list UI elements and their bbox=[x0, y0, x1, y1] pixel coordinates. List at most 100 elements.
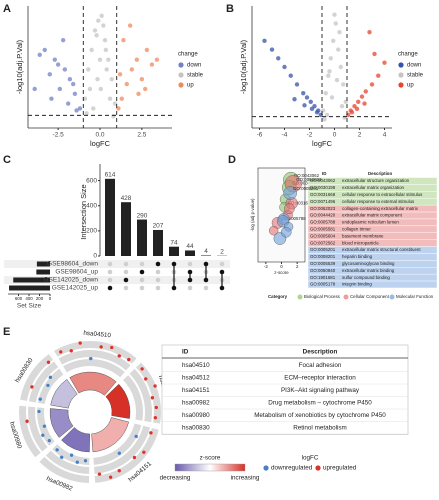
point bbox=[77, 106, 83, 111]
point bbox=[328, 56, 333, 61]
point bbox=[136, 91, 141, 97]
point bbox=[356, 99, 361, 105]
point bbox=[341, 82, 346, 87]
point bbox=[309, 106, 315, 112]
point bbox=[331, 38, 336, 44]
legend-swatch bbox=[398, 72, 404, 78]
bubble-label: GO:0005201 bbox=[293, 186, 319, 191]
legend-title: change bbox=[178, 52, 198, 58]
x-tick-label: 0.0 bbox=[95, 132, 104, 139]
point bbox=[102, 37, 108, 43]
table-cell: Focal adhesion bbox=[299, 362, 342, 369]
gene-dot bbox=[117, 353, 122, 359]
value-label: 290 bbox=[137, 212, 148, 219]
x-tick-label: 600 bbox=[15, 296, 23, 301]
point bbox=[308, 99, 313, 105]
track bbox=[39, 456, 90, 483]
matrix-dot bbox=[187, 261, 193, 267]
point bbox=[262, 38, 267, 44]
term-description: cellular response to external stimulus bbox=[342, 199, 415, 204]
term-id: GO:0072562 bbox=[310, 240, 336, 245]
point bbox=[332, 12, 337, 17]
gene-dot bbox=[154, 405, 159, 410]
gene-dot bbox=[48, 375, 53, 380]
matrix-stripe bbox=[4, 260, 230, 268]
point bbox=[367, 29, 372, 35]
term-description: extracellular matrix binding bbox=[342, 268, 395, 273]
value-label: 2 bbox=[220, 248, 224, 255]
zscore-sector bbox=[91, 417, 130, 453]
bubble bbox=[268, 225, 279, 236]
point bbox=[124, 81, 129, 87]
legend-swatch bbox=[343, 294, 349, 300]
x-tick-label: 400 bbox=[25, 296, 33, 301]
point bbox=[119, 96, 124, 101]
x-tick-label: -2.5 bbox=[53, 132, 65, 139]
x-tick-label: -4 bbox=[282, 132, 288, 139]
point bbox=[94, 33, 99, 38]
point bbox=[372, 51, 377, 57]
gene-dot bbox=[69, 348, 74, 353]
set-bar bbox=[13, 277, 50, 283]
point bbox=[276, 56, 281, 61]
point bbox=[37, 52, 42, 57]
legend-title: Category bbox=[268, 294, 288, 299]
point bbox=[49, 96, 54, 101]
x-axis-label: Set Size bbox=[17, 303, 42, 310]
term-description: integrin binding bbox=[342, 282, 372, 287]
term-id: GO:0005788 bbox=[310, 220, 336, 225]
set-name: GSE98604_up bbox=[55, 269, 98, 276]
point bbox=[116, 106, 121, 111]
table-cell: PI3K–Akt signaling pathway bbox=[281, 387, 360, 394]
term-description: basement membrane bbox=[342, 233, 384, 238]
term-description: glycosaminoglycan binding bbox=[342, 261, 395, 266]
legend-swatch bbox=[178, 82, 184, 88]
point bbox=[52, 57, 57, 62]
x-tick-label: -2 bbox=[264, 264, 268, 269]
point bbox=[323, 90, 328, 96]
term-description: blood microparticle bbox=[342, 240, 379, 245]
track bbox=[94, 425, 151, 474]
table-cell: hsa00982 bbox=[182, 400, 210, 407]
set-bar bbox=[9, 285, 51, 291]
matrix-dot bbox=[139, 285, 145, 291]
y-axis-label: -log (adj p-value) bbox=[250, 198, 255, 231]
term-description: cellular response to extracellular stimu… bbox=[342, 192, 423, 197]
gene-dot bbox=[36, 409, 42, 414]
point bbox=[359, 94, 365, 99]
point bbox=[363, 89, 368, 94]
matrix-dot bbox=[203, 285, 209, 291]
bar bbox=[153, 229, 163, 256]
legend-swatch bbox=[263, 465, 269, 471]
point bbox=[57, 86, 63, 92]
table-row bbox=[307, 280, 438, 289]
table-cell: ECM–receptor interaction bbox=[284, 375, 356, 382]
set-name: GSE98604_down bbox=[47, 261, 98, 268]
point bbox=[338, 64, 343, 70]
point bbox=[103, 47, 109, 53]
gene-dot bbox=[59, 455, 64, 460]
term-description: collagen-containing extracellular matrix bbox=[342, 206, 419, 211]
point bbox=[32, 86, 37, 92]
point bbox=[86, 67, 91, 72]
bubble-label: GO:0030198 bbox=[292, 181, 318, 186]
zscore-sector bbox=[69, 371, 117, 396]
term-id: GO:0005178 bbox=[310, 282, 336, 287]
legend-label: down bbox=[407, 63, 421, 69]
term-id: GO:0062023 bbox=[310, 206, 336, 211]
table-cell: hsa00980 bbox=[182, 412, 210, 419]
legend-label: decreasing bbox=[160, 475, 191, 482]
point bbox=[97, 57, 103, 62]
legend-label: stable bbox=[407, 73, 424, 79]
point bbox=[84, 111, 89, 116]
track bbox=[28, 406, 48, 452]
gene-dot bbox=[47, 438, 52, 443]
gene-dot bbox=[29, 384, 35, 390]
legend-label: upregulated bbox=[323, 465, 357, 472]
legend-label: up bbox=[407, 83, 414, 89]
gene-dot bbox=[148, 430, 154, 436]
point bbox=[149, 62, 155, 67]
zscore-sector bbox=[49, 408, 74, 438]
zscore-gradient bbox=[174, 463, 246, 472]
point bbox=[62, 67, 68, 72]
